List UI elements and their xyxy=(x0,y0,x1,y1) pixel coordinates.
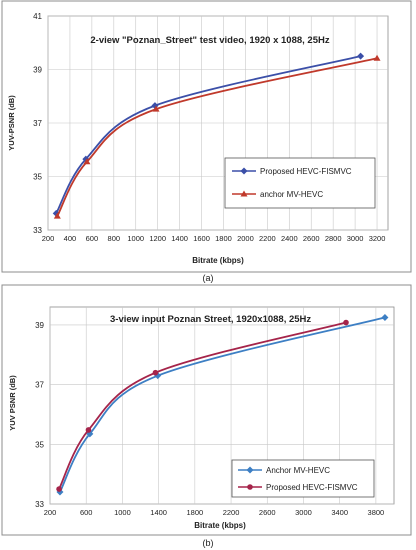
chart-a-x-ticks: 200 400 600 800 1000 1200 1400 1600 1800 2000 2200… xyxy=(42,234,386,243)
x-tick-label: 1000 xyxy=(127,234,144,243)
x-tick-label: 1200 xyxy=(149,234,166,243)
x-tick-label: 3200 xyxy=(369,234,386,243)
chart-b-legend: Anchor MV-HEVC Proposed HEVC-FISMVC xyxy=(231,459,375,498)
x-tick-label: 400 xyxy=(64,234,77,243)
x-tick-label: 3400 xyxy=(331,508,348,517)
chart-b: 33 35 37 39 200 600 1000 1400 1800 2200 2600 3000 3… xyxy=(1,284,412,548)
legend-b-label-anchor: Anchor MV-HEVC xyxy=(266,466,330,475)
y-tick-label: 39 xyxy=(33,66,42,75)
x-tick-label: 800 xyxy=(108,234,121,243)
chart-a-title: 2-view "Poznan_Street" test video, 1920 … xyxy=(90,35,329,46)
y-tick-label: 37 xyxy=(33,119,42,128)
x-tick-label: 2200 xyxy=(259,234,276,243)
chart-b-y-ticks: 33 35 37 39 xyxy=(35,321,44,509)
x-tick-label: 2000 xyxy=(237,234,254,243)
chart-a-legend-box xyxy=(224,157,376,209)
chart-a-x-axis-label: Bitrate (kbps) xyxy=(192,256,244,265)
x-tick-label: 200 xyxy=(44,508,57,517)
x-tick-label: 1400 xyxy=(150,508,167,517)
series-line-a-0 xyxy=(55,55,361,214)
x-tick-label: 2200 xyxy=(223,508,240,517)
legend-b-label-proposed: Proposed HEVC-FISMVC xyxy=(266,483,358,492)
chart-b-panel-label: (b) xyxy=(203,538,214,548)
chart-a-legend: Proposed HEVC-FISMVC anchor MV-HEVC xyxy=(224,157,376,209)
x-tick-label: 600 xyxy=(80,508,93,517)
chart-a-y-axis-label: YUV-PSNR (dB) xyxy=(7,95,16,151)
x-tick-label: 3000 xyxy=(347,234,364,243)
data-point-a-1-3 xyxy=(373,54,381,61)
x-tick-label: 3000 xyxy=(295,508,312,517)
data-point-b-1-2 xyxy=(152,369,159,376)
data-point-b-1-0 xyxy=(56,486,62,492)
chart-b-title: 3-view input Poznan Street, 1920x1088, 2… xyxy=(110,314,311,325)
x-tick-label: 1000 xyxy=(114,508,131,517)
data-point-a-1-2 xyxy=(152,105,160,112)
legend-a-marker-proposed xyxy=(240,167,248,175)
y-tick-label: 33 xyxy=(35,500,44,509)
x-tick-label: 1600 xyxy=(193,234,210,243)
legend-a-label-proposed: Proposed HEVC-FISMVC xyxy=(260,167,352,176)
legend-a-label-anchor: anchor MV-HEVC xyxy=(260,190,323,199)
y-tick-label: 33 xyxy=(33,226,42,235)
data-point-a-1-1 xyxy=(83,158,91,165)
chart-a-series-group xyxy=(52,52,381,219)
x-tick-label: 3800 xyxy=(368,508,385,517)
x-tick-label: 1800 xyxy=(215,234,232,243)
legend-b-marker-proposed xyxy=(247,484,253,490)
x-tick-label: 2600 xyxy=(259,508,276,517)
legend-b-marker-anchor xyxy=(246,466,254,474)
y-tick-label: 35 xyxy=(33,173,42,182)
data-point-b-0-3 xyxy=(381,313,389,321)
y-tick-label: 39 xyxy=(35,321,44,330)
chart-a-panel-label: (a) xyxy=(203,273,214,283)
data-point-a-0-3 xyxy=(357,52,365,60)
series-line-b-0 xyxy=(59,316,386,493)
chart-a: 33 35 37 39 41 200 400 600 800 1000 1200 1400 1600 1… xyxy=(1,0,412,283)
data-point-b-1-3 xyxy=(343,319,349,326)
chart-b-series-group xyxy=(56,313,389,496)
x-tick-label: 200 xyxy=(42,234,55,243)
x-tick-label: 2400 xyxy=(281,234,298,243)
y-tick-label: 37 xyxy=(35,381,44,390)
chart-b-x-ticks: 200 600 1000 1400 1800 2200 2600 3000 3400 3800 xyxy=(44,508,384,517)
chart-b-x-axis-label: Bitrate (kbps) xyxy=(194,521,246,530)
x-tick-label: 2600 xyxy=(303,234,320,243)
y-tick-label: 41 xyxy=(33,12,42,21)
data-point-b-1-1 xyxy=(85,427,92,433)
x-tick-label: 1800 xyxy=(186,508,203,517)
legend-a-marker-anchor xyxy=(240,190,248,197)
y-tick-label: 35 xyxy=(35,440,44,449)
chart-a-y-ticks: 33 35 37 39 41 xyxy=(33,12,42,235)
chart-b-y-axis-label: YUV PSNR (dB) xyxy=(8,375,17,431)
x-tick-label: 1400 xyxy=(171,234,188,243)
series-line-a-1 xyxy=(56,57,378,217)
chart-b-legend-box xyxy=(231,459,375,498)
data-point-a-1-0 xyxy=(53,212,61,219)
series-line-b-1 xyxy=(58,321,347,490)
x-tick-label: 2800 xyxy=(325,234,342,243)
x-tick-label: 600 xyxy=(86,234,99,243)
